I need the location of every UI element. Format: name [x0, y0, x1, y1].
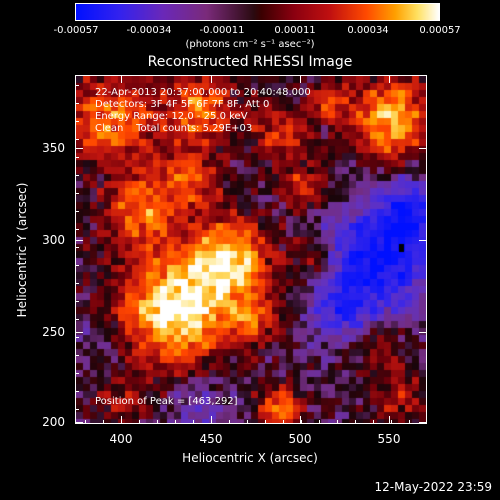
tick-mark — [373, 420, 374, 424]
x-tick-label: 400 — [109, 432, 133, 446]
tick-mark — [193, 420, 194, 424]
tick-mark — [75, 301, 79, 302]
tick-mark — [419, 422, 427, 423]
tick-mark — [211, 75, 212, 83]
tick-mark — [319, 420, 320, 424]
y-tick-label: 350 — [42, 141, 65, 155]
tick-mark — [337, 420, 338, 424]
annotation-clean-counts: Clean Total counts: 5.29E+03 — [95, 123, 253, 134]
tick-mark — [75, 211, 79, 212]
tick-mark — [409, 420, 410, 424]
x-tick-label: 500 — [288, 432, 312, 446]
colorbar-tick: -0.00034 — [126, 25, 172, 36]
tick-mark — [75, 373, 79, 374]
y-tick-label: 200 — [42, 415, 65, 429]
x-tick-label: 450 — [199, 432, 223, 446]
colorbar-tick: 0.00034 — [347, 25, 389, 36]
tick-mark — [75, 229, 79, 230]
tick-mark — [75, 175, 79, 176]
tick-mark — [283, 420, 284, 424]
tick-mark — [301, 420, 302, 424]
tick-mark — [75, 337, 79, 338]
plot-area — [75, 75, 427, 424]
tick-mark — [75, 332, 83, 333]
tick-mark — [75, 265, 79, 266]
colorbar — [75, 3, 440, 21]
colorbar-tick: 0.00011 — [274, 25, 316, 36]
tick-mark — [75, 247, 79, 248]
tick-mark — [419, 148, 427, 149]
tick-mark — [75, 355, 79, 356]
y-axis-label: Heliocentric Y (arcsec) — [15, 182, 29, 318]
rhessi-heatmap — [76, 76, 426, 423]
tick-mark — [211, 420, 212, 424]
colorbar-tick: -0.00057 — [53, 25, 99, 36]
tick-mark — [389, 416, 390, 424]
tick-mark — [75, 240, 83, 241]
y-tick-label: 250 — [42, 325, 65, 339]
tick-mark — [175, 420, 176, 424]
tick-mark — [247, 420, 248, 424]
x-tick-label: 550 — [377, 432, 401, 446]
tick-mark — [75, 422, 83, 423]
colorbar-tick: -0.00011 — [199, 25, 245, 36]
tick-mark — [139, 420, 140, 424]
tick-mark — [265, 420, 266, 424]
tick-mark — [75, 319, 79, 320]
tick-mark — [355, 420, 356, 424]
tick-mark — [75, 283, 79, 284]
tick-mark — [103, 420, 104, 424]
tick-mark — [75, 193, 79, 194]
tick-mark — [419, 332, 427, 333]
tick-mark — [121, 75, 122, 83]
annotation-peak-position: Position of Peak = [463,292] — [95, 396, 238, 407]
tick-mark — [300, 75, 301, 83]
tick-mark — [229, 420, 230, 424]
y-tick-label: 300 — [42, 233, 65, 247]
tick-mark — [75, 103, 79, 104]
tick-mark — [75, 409, 79, 410]
tick-mark — [75, 391, 79, 392]
tick-mark — [121, 420, 122, 424]
colorbar-tick: 0.00057 — [419, 25, 461, 36]
tick-mark — [75, 121, 79, 122]
annotation-time-range: 22-Apr-2013 20:37:00.000 to 20:40:48.000 — [95, 87, 311, 98]
annotation-detectors: Detectors: 3F 4F 5F 6F 7F 8F, Att 0 — [95, 99, 270, 110]
tick-mark — [75, 85, 79, 86]
annotation-energy-range: Energy Range: 12.0 - 25.0 keV — [95, 111, 248, 122]
timestamp: 12-May-2022 23:59 — [374, 480, 492, 494]
image-title: Reconstructed RHESSI Image — [147, 54, 353, 70]
tick-mark — [75, 157, 79, 158]
tick-mark — [419, 240, 427, 241]
tick-mark — [75, 139, 79, 140]
tick-mark — [389, 75, 390, 83]
tick-mark — [300, 416, 301, 424]
tick-mark — [157, 420, 158, 424]
tick-mark — [75, 148, 83, 149]
tick-mark — [391, 420, 392, 424]
colorbar-units: (photons cm⁻² s⁻¹ asec⁻²) — [185, 39, 315, 50]
tick-mark — [85, 420, 86, 424]
x-axis-label: Heliocentric X (arcsec) — [182, 451, 318, 465]
